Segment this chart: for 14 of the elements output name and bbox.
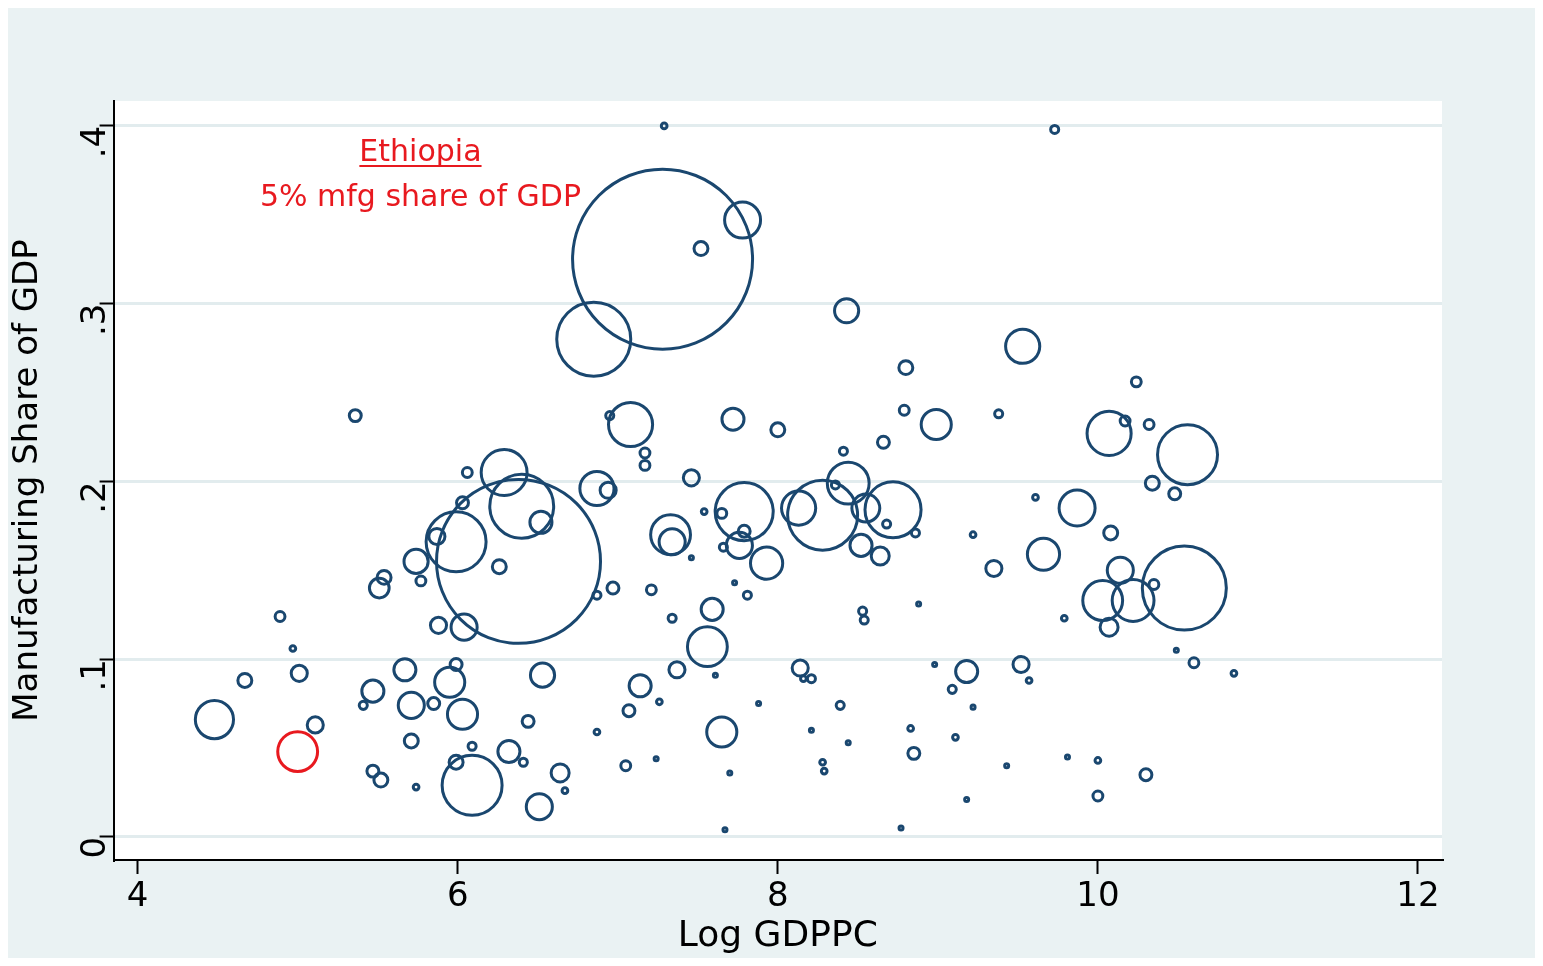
x-axis-title: Log GDPPC xyxy=(677,912,878,954)
annotation: 5% mfg share of GDP xyxy=(259,178,582,213)
y-axis-title: Manufacturing Share of GDP xyxy=(5,239,46,722)
annotation: Ethiopia xyxy=(359,133,482,168)
y-tick-label: 0 xyxy=(73,836,114,859)
x-tick-label: 12 xyxy=(1396,874,1440,915)
x-tick-label: 4 xyxy=(126,874,149,915)
y-tick-label: .4 xyxy=(73,125,114,159)
x-tick-label: 10 xyxy=(1076,874,1120,915)
y-tick-label: .1 xyxy=(73,659,114,692)
y-tick-label: .2 xyxy=(73,481,114,514)
x-tick-label: 8 xyxy=(766,874,789,915)
y-tick-label: .3 xyxy=(73,303,114,337)
x-tick-label: 6 xyxy=(446,874,469,915)
